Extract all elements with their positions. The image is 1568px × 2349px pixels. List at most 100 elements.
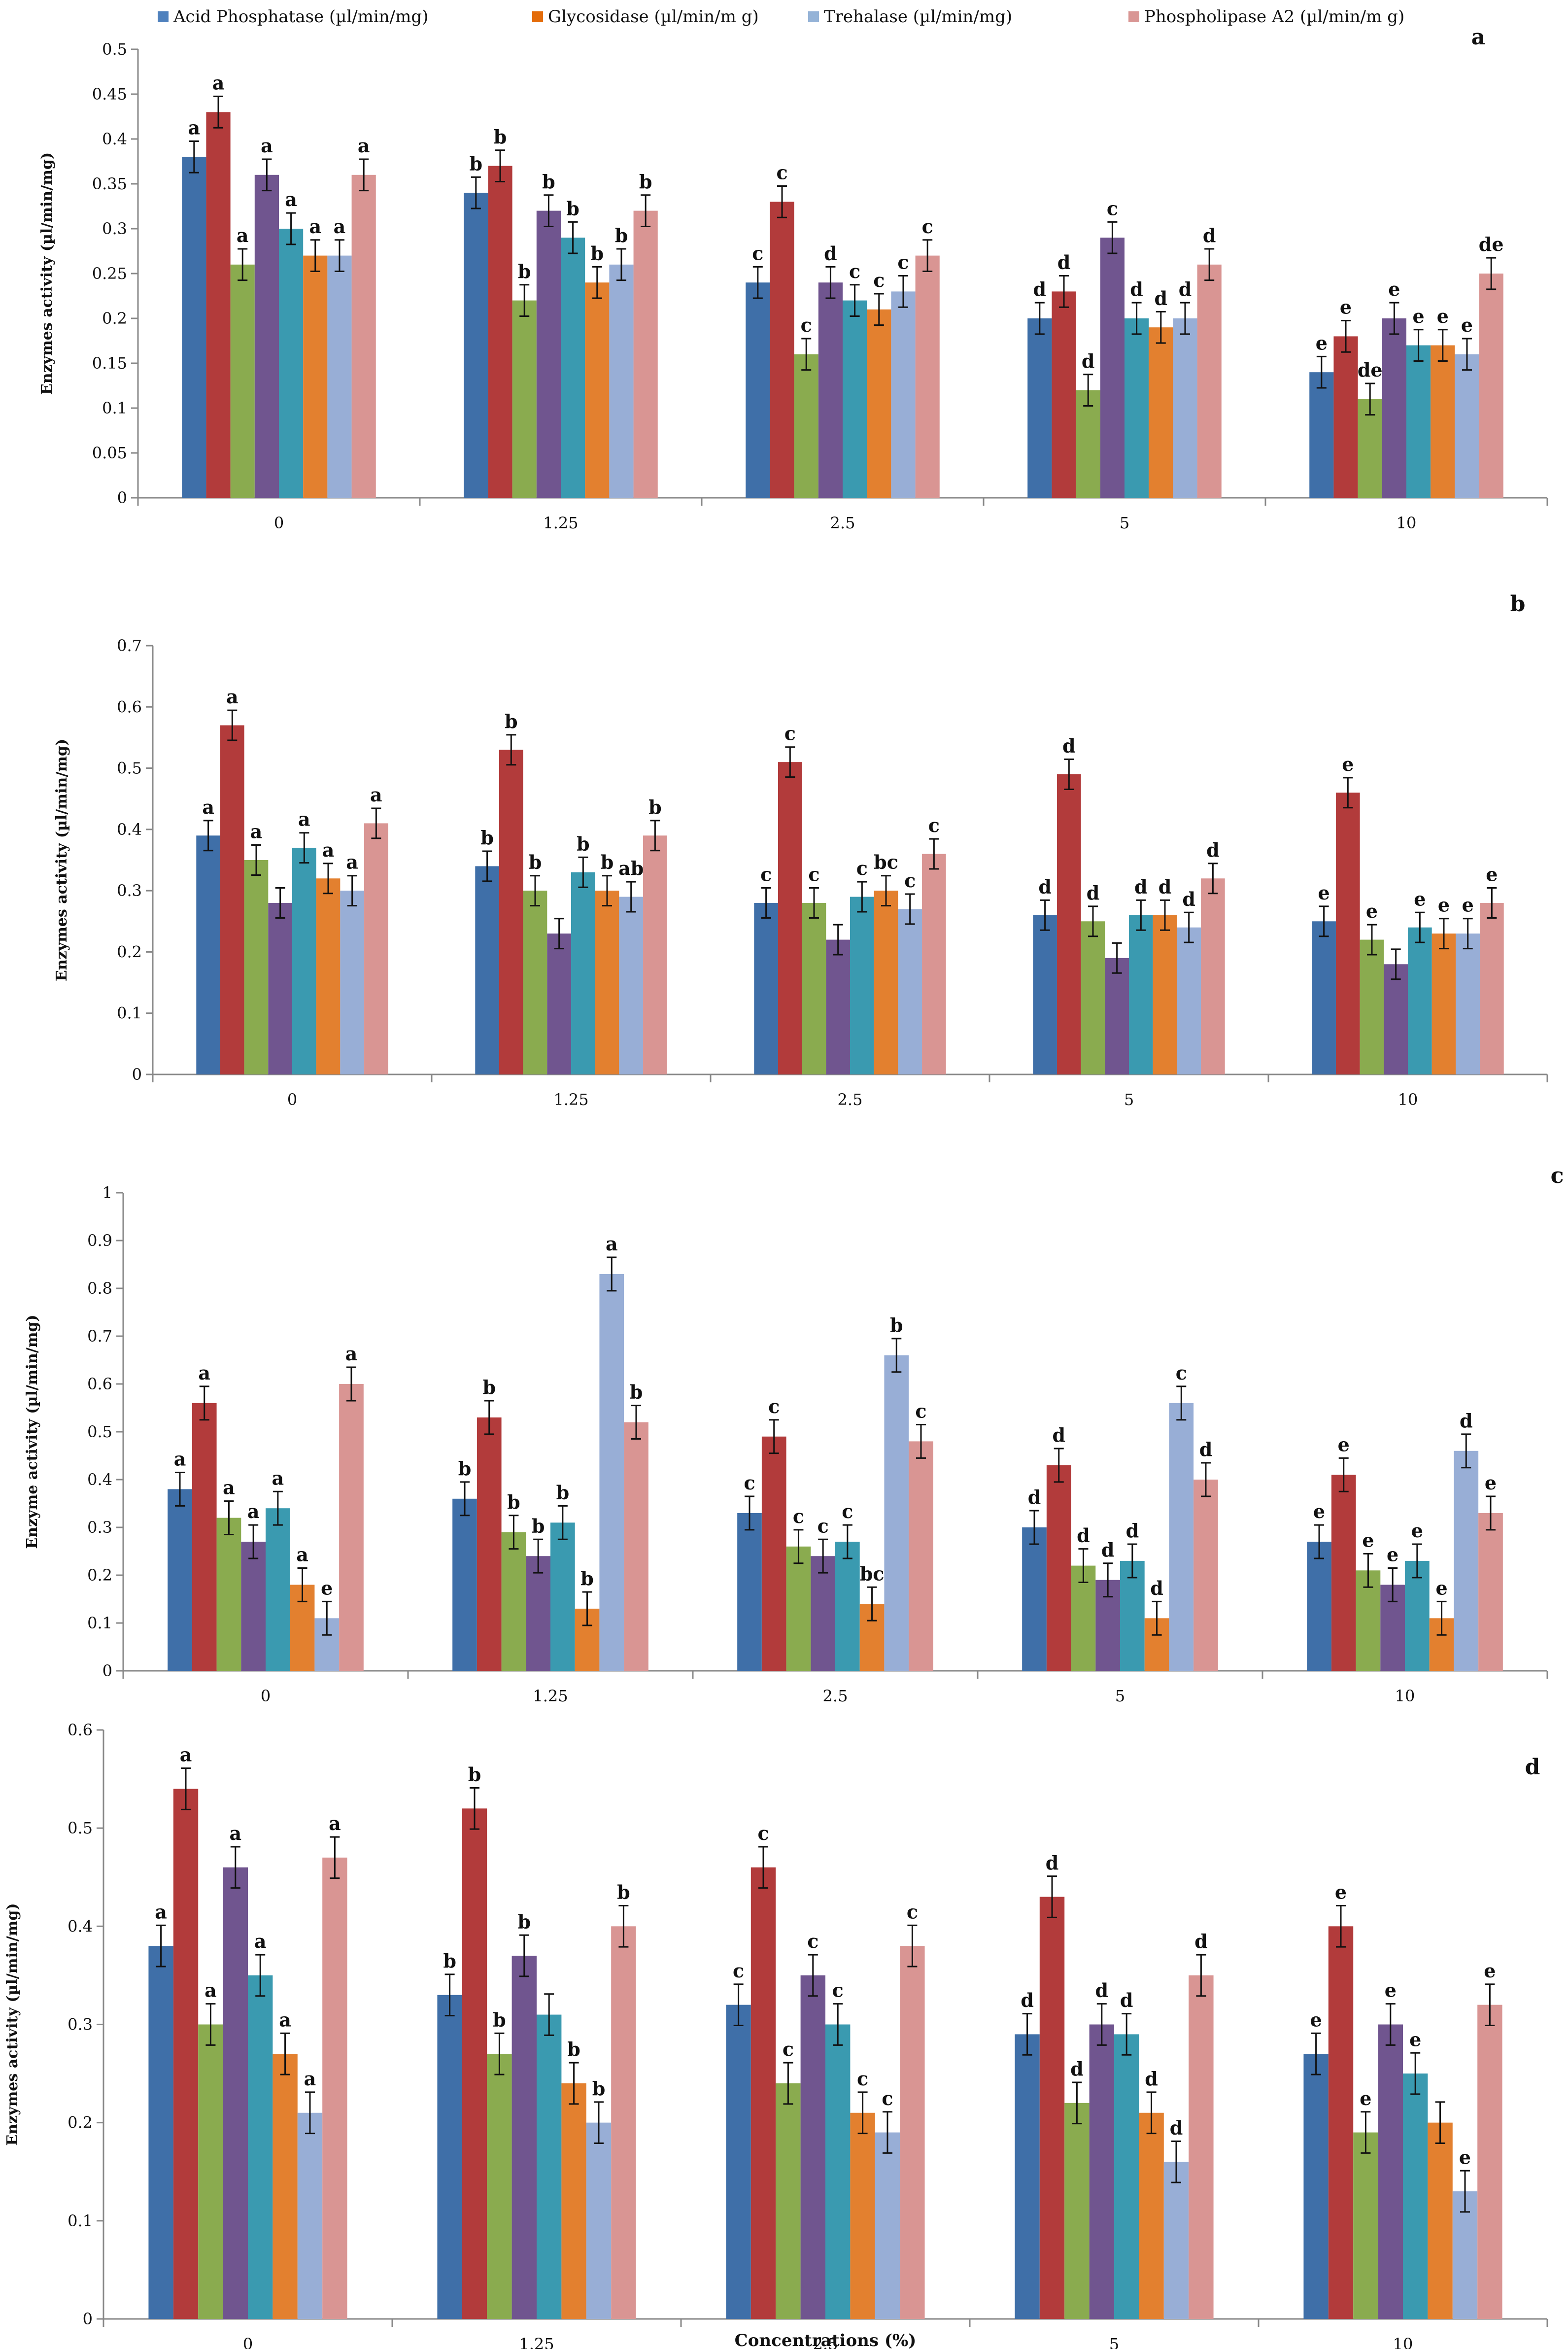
bar xyxy=(1307,1542,1331,1671)
bar xyxy=(168,1489,192,1671)
bar xyxy=(1039,1897,1065,2319)
x-tick-label: 2.5 xyxy=(823,1687,848,1705)
significance-label: e xyxy=(1459,2146,1471,2168)
significance-label: e xyxy=(1360,2087,1371,2109)
significance-label: b xyxy=(648,796,662,818)
bar xyxy=(462,1808,487,2319)
y-axis-label: Enzymes activity (µl/min/mg) xyxy=(38,152,56,395)
bar xyxy=(909,1441,933,1671)
bar xyxy=(643,835,667,1074)
bar xyxy=(900,1946,925,2319)
significance-label: d xyxy=(1134,875,1148,898)
significance-label: d xyxy=(1046,1852,1059,1874)
significance-label: c xyxy=(832,1979,844,2002)
bar xyxy=(1403,2073,1428,2319)
bar xyxy=(266,1508,290,1671)
significance-label: c xyxy=(873,269,885,291)
bar xyxy=(511,1956,537,2319)
bar xyxy=(364,823,388,1074)
bar xyxy=(624,1422,648,1671)
y-tick-label: 0 xyxy=(83,2310,93,2328)
significance-label: c xyxy=(1107,197,1118,219)
significance-label: a xyxy=(346,851,358,873)
significance-label: de xyxy=(1358,359,1383,381)
bar xyxy=(437,1995,462,2319)
significance-label: b xyxy=(482,1376,496,1398)
bar xyxy=(316,878,341,1074)
significance-label: c xyxy=(733,1960,744,1982)
bar xyxy=(874,891,898,1074)
significance-label: d xyxy=(1070,2058,1084,2080)
significance-label: b xyxy=(470,152,483,174)
x-tick-label: 10 xyxy=(1397,514,1417,532)
bar xyxy=(526,1556,550,1671)
significance-label: d xyxy=(1077,1524,1090,1547)
legend-swatch xyxy=(532,11,543,22)
significance-label: a xyxy=(174,1448,186,1470)
bar xyxy=(1358,399,1382,498)
significance-label: e xyxy=(1485,1472,1497,1494)
bar xyxy=(1456,933,1480,1074)
y-tick-label: 0.6 xyxy=(68,1721,93,1739)
y-tick-label: 0.1 xyxy=(102,399,127,417)
bar xyxy=(273,2054,298,2319)
bar xyxy=(746,282,770,498)
significance-label: a xyxy=(155,1900,167,1923)
significance-label: c xyxy=(856,857,868,879)
chart-panel-a: 0 0.05 0.1 0.15 0.2 0.25 0.3 0.35 0.4 0.45 0.5 Enzy… xyxy=(38,25,1548,532)
bar xyxy=(1360,939,1384,1074)
legend-label: Trehalase (µl/min/mg) xyxy=(824,7,1013,27)
y-tick-label: 0 xyxy=(132,1065,142,1084)
significance-label: d xyxy=(1182,888,1195,910)
bar xyxy=(1027,318,1052,498)
significance-label: a xyxy=(358,135,370,157)
bar xyxy=(1052,291,1076,498)
significance-label: b xyxy=(494,126,507,148)
bar xyxy=(843,300,867,498)
bar xyxy=(1428,2122,1453,2319)
significance-label: c xyxy=(768,1395,780,1417)
bar xyxy=(1076,390,1100,498)
significance-label: b xyxy=(617,1881,630,1903)
y-tick-label: 0.7 xyxy=(117,636,142,655)
significance-label: e xyxy=(1484,1960,1496,1982)
bar xyxy=(248,1975,273,2319)
significance-label: a xyxy=(212,72,225,94)
significance-label: e xyxy=(1486,864,1498,886)
bar xyxy=(1477,2004,1502,2319)
y-tick-label: 0 xyxy=(102,1661,112,1680)
bar xyxy=(230,264,255,498)
bar xyxy=(1081,921,1105,1074)
significance-label: a xyxy=(334,215,346,238)
bar xyxy=(1303,2054,1329,2319)
significance-label: c xyxy=(757,1822,769,1844)
significance-label: b xyxy=(532,1515,545,1537)
bar xyxy=(537,2014,562,2319)
significance-label: b xyxy=(556,1481,570,1503)
significance-label: b xyxy=(480,827,494,849)
bar xyxy=(633,210,658,498)
y-tick-label: 0.2 xyxy=(117,942,142,961)
bar xyxy=(550,1522,575,1671)
bar xyxy=(327,255,352,498)
bar xyxy=(196,835,220,1074)
bar xyxy=(254,174,279,498)
bar xyxy=(561,2083,586,2319)
bar xyxy=(1406,345,1431,498)
bar xyxy=(835,1542,860,1671)
significance-label: d xyxy=(1028,1486,1041,1508)
significance-label: a xyxy=(202,796,214,818)
significance-label: c xyxy=(807,1930,818,1952)
bar xyxy=(898,909,922,1074)
significance-label: a xyxy=(606,1233,618,1255)
significance-label: e xyxy=(1310,2008,1322,2031)
bar xyxy=(303,255,328,498)
chart-legend: Acid Phosphatase (µl/min/mg) Glycosidase… xyxy=(0,0,1568,39)
significance-label: a xyxy=(322,839,335,861)
y-tick-label: 0.5 xyxy=(68,1819,93,1837)
bar xyxy=(241,1542,266,1671)
y-tick-label: 0.2 xyxy=(102,309,127,328)
bar xyxy=(292,848,316,1074)
legend-swatch xyxy=(1128,11,1139,22)
y-tick-label: 0.2 xyxy=(87,1566,112,1585)
